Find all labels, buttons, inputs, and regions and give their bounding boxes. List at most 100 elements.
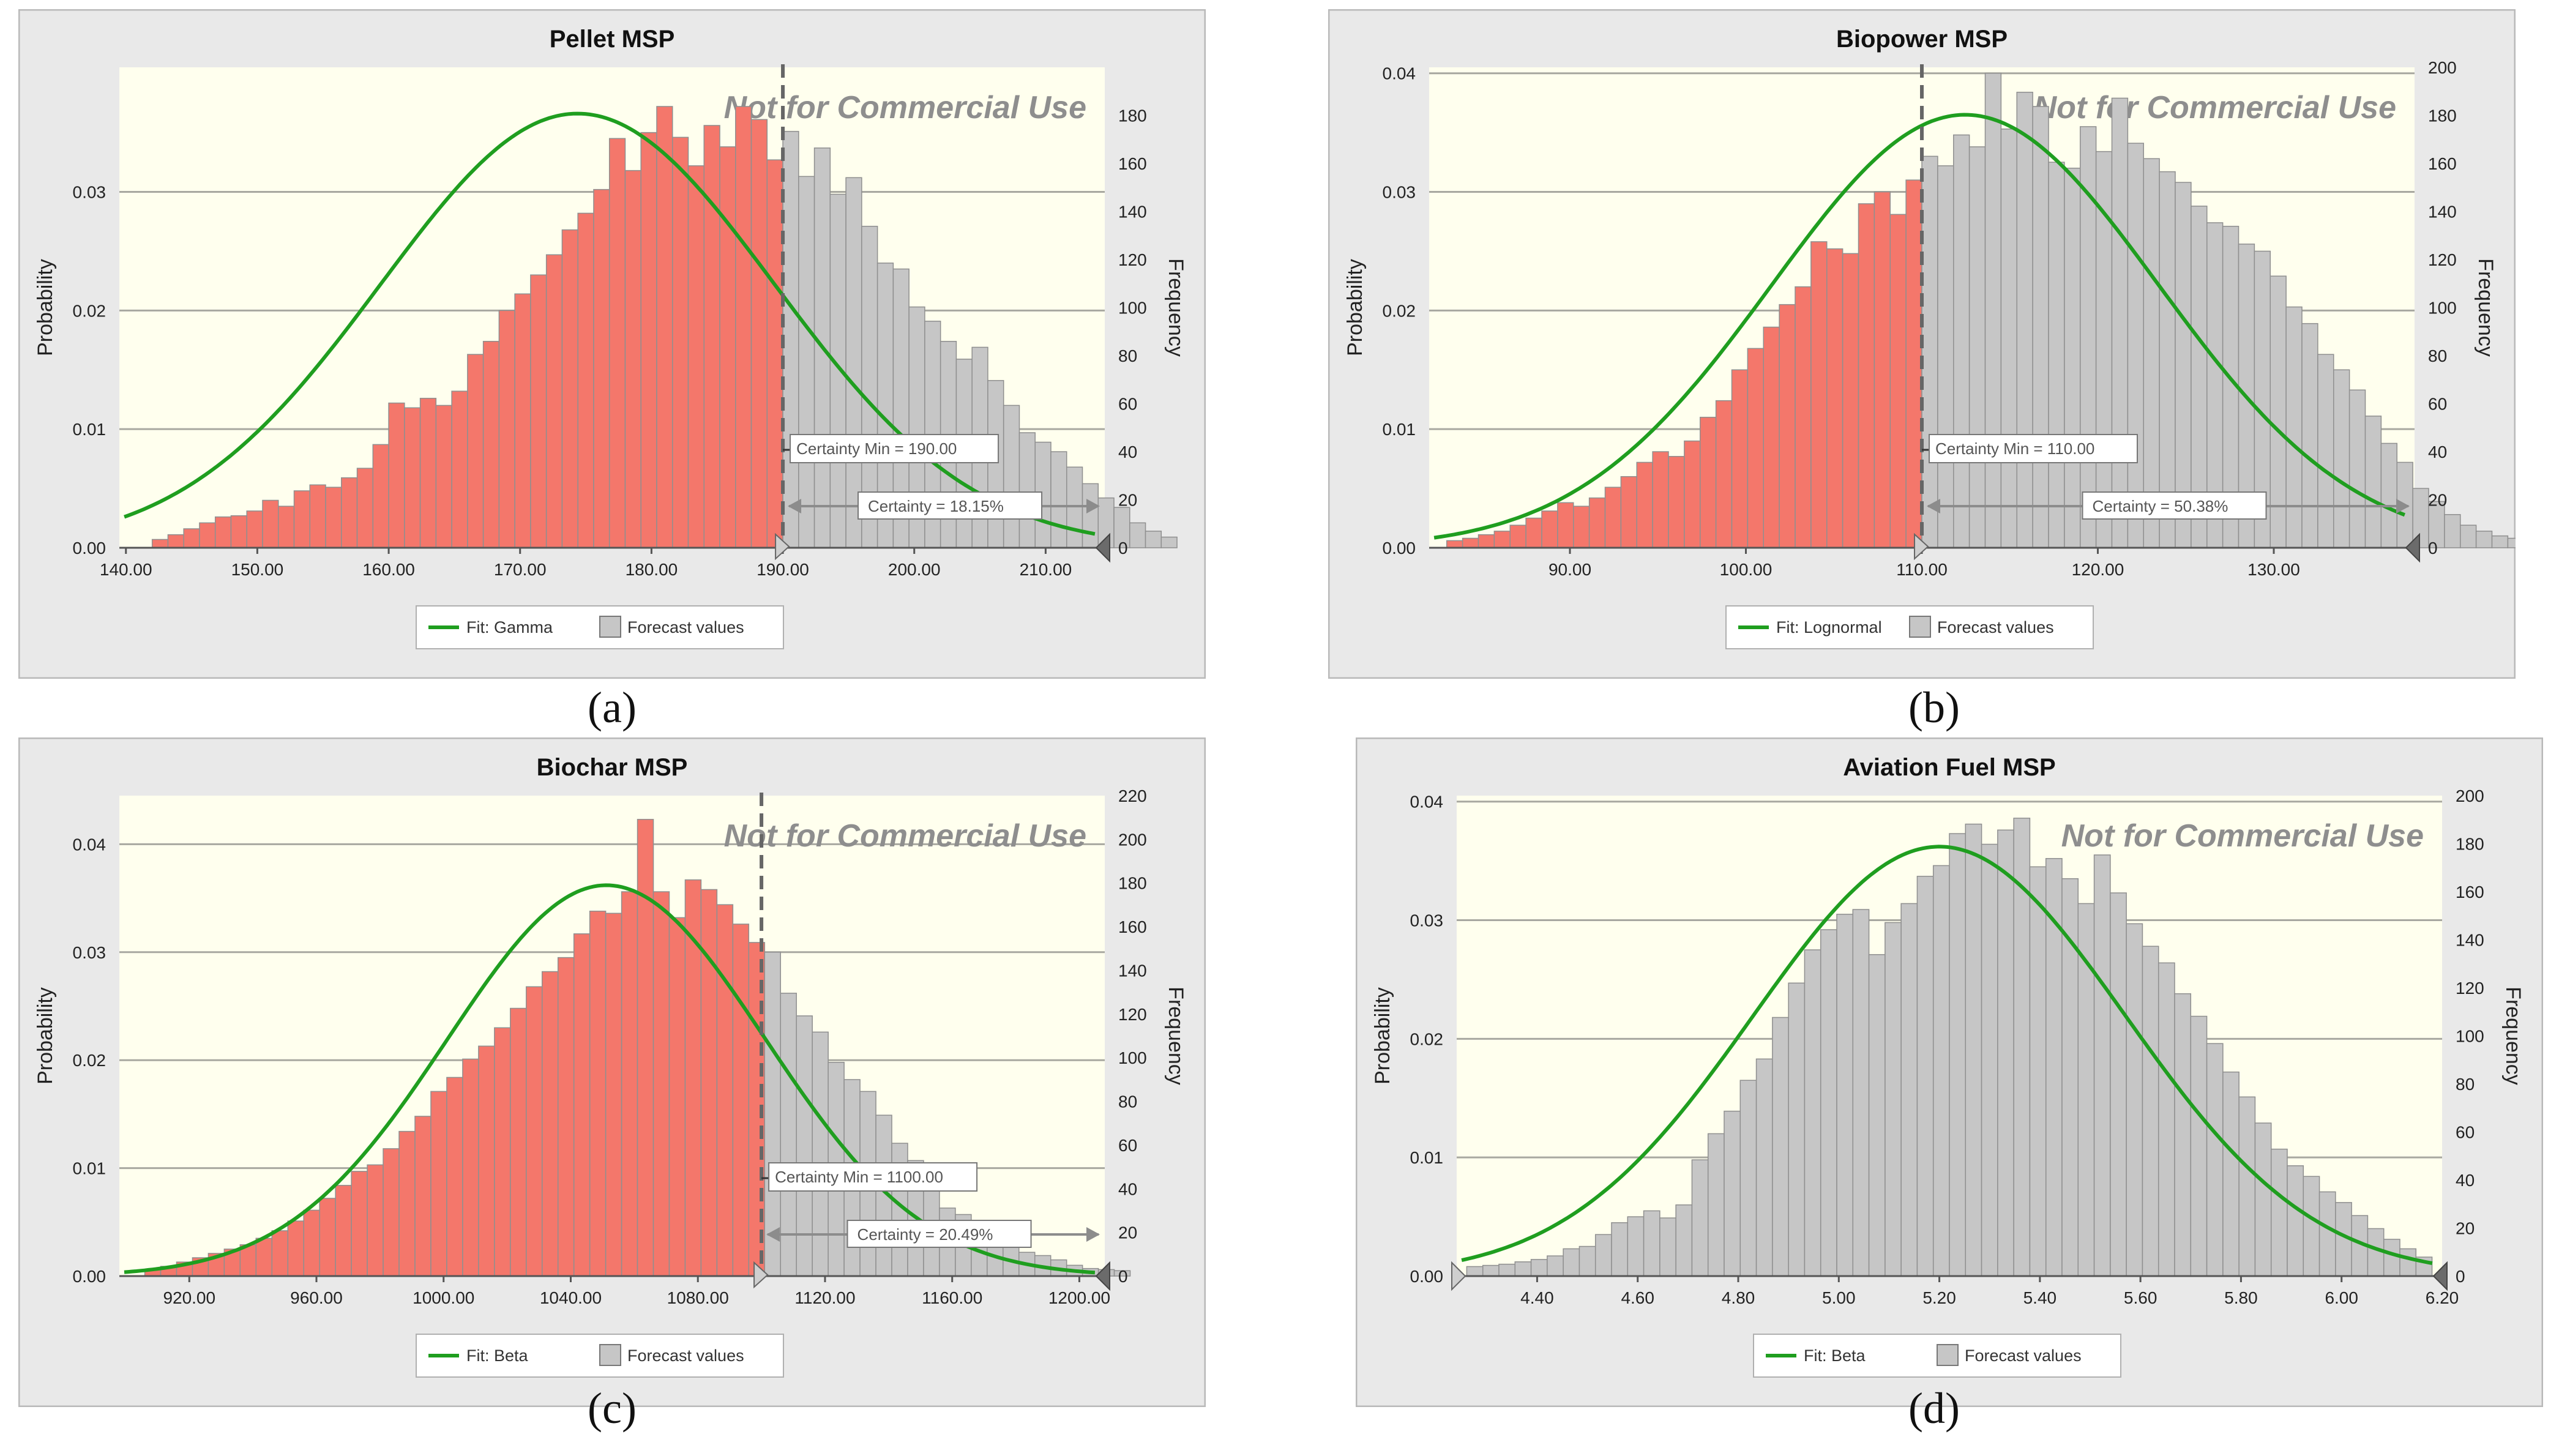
legend-box	[1725, 605, 2094, 649]
y2-tick-label: 200	[2456, 786, 2484, 805]
sublabel-c: (c)	[588, 1384, 637, 1433]
histogram-bar	[1113, 1270, 1131, 1277]
legend-forecast-swatch	[599, 1344, 621, 1366]
histogram-bar	[1627, 1216, 1645, 1277]
y2-tick-label: 100	[1118, 1048, 1147, 1067]
right-grabber-icon	[2432, 1261, 2448, 1291]
y-tick-label: 0.01	[1383, 420, 1416, 439]
certainty-box	[846, 1220, 1032, 1248]
y2-tick-label: 160	[1118, 154, 1147, 173]
y2-tick-label: 160	[1118, 917, 1147, 936]
certainty-min-label: Certainty Min = 1100.00	[775, 1168, 943, 1186]
histogram-bar	[764, 952, 782, 1277]
y2-tick-label: 60	[2428, 395, 2447, 414]
histogram-bar	[451, 390, 468, 548]
histogram-bar	[246, 510, 263, 548]
histogram-bar	[1700, 417, 1717, 548]
chart-svg-biochar: Biochar MSP Not for Commercial Use 920.00 9…	[18, 737, 1206, 1407]
y2-axis-title: Frequency	[2474, 258, 2497, 357]
sublabel-a: (a)	[588, 683, 637, 732]
y-tick-label: 0.04	[73, 835, 106, 854]
legend-forecast-label: Forecast values	[1937, 618, 2054, 637]
x-tick-label: 200.00	[888, 560, 941, 579]
histogram-bar	[593, 189, 610, 548]
histogram-bar	[1842, 253, 1859, 548]
x-tick-label: 90.00	[1548, 560, 1591, 579]
histogram-bar	[557, 957, 575, 1277]
x-tick-label: 170.00	[494, 560, 547, 579]
y-tick-label: 0.02	[73, 1051, 106, 1070]
histogram-bar	[2159, 171, 2176, 548]
histogram-bar	[2206, 1043, 2224, 1277]
certainty-min-label: Certainty Min = 190.00	[796, 439, 957, 458]
y2-tick-label: 100	[1118, 299, 1147, 318]
histogram-bar	[796, 1015, 813, 1277]
left-grabber-icon	[753, 1261, 769, 1289]
histogram-bar	[1852, 909, 1870, 1277]
left-arrowhead-icon	[1927, 499, 1940, 513]
histogram-bar	[1659, 1217, 1676, 1277]
y2-tick-label: 40	[2456, 1171, 2475, 1190]
y2-tick-label: 200	[1118, 830, 1147, 849]
histogram-bar	[577, 212, 594, 548]
histogram-bar	[1868, 954, 1886, 1277]
histogram-bar	[1921, 155, 1938, 548]
y2-tick-label: 120	[2428, 250, 2457, 269]
left-grabber-icon	[775, 532, 790, 561]
histogram-bar	[1636, 461, 1653, 548]
y2-tick-label: 0	[1118, 539, 1128, 558]
certainty-label: Certainty = 50.38%	[2093, 497, 2228, 515]
histogram-bar	[2285, 306, 2303, 548]
histogram-bar	[2254, 1122, 2272, 1277]
y2-tick-label: 20	[1118, 1223, 1137, 1242]
histogram-bar	[1675, 1204, 1693, 1277]
legend-forecast-label: Forecast values	[627, 618, 744, 637]
histogram-bar	[1573, 506, 1590, 548]
certainty-label: Certainty = 20.49%	[857, 1225, 993, 1244]
histogram-bar	[608, 138, 626, 548]
histogram-bar	[1905, 179, 1922, 548]
histogram-bar	[656, 106, 673, 548]
x-tick-label: 1040.00	[540, 1288, 602, 1307]
y2-tick-label: 160	[2456, 883, 2484, 902]
fit-curve	[1461, 845, 2433, 1265]
histogram-bar	[1820, 929, 1837, 1277]
x-tick-label: 960.00	[290, 1288, 343, 1307]
y2-tick-label: 100	[2428, 299, 2457, 318]
histogram-bar	[561, 229, 578, 548]
histogram-bar	[1810, 241, 1828, 548]
histogram-bar	[151, 539, 169, 548]
histogram-bar	[2016, 91, 2033, 548]
left-grabber-icon	[1451, 1261, 1466, 1291]
y2-tick-label: 60	[1118, 1136, 1137, 1155]
histogram-bar	[1715, 400, 1733, 548]
histogram-bar	[1968, 146, 1986, 548]
histogram-bar	[1563, 1248, 1580, 1277]
y2-tick-label: 140	[2456, 931, 2484, 950]
histogram-bar	[2174, 993, 2192, 1277]
certainty-min-box	[1929, 434, 2138, 463]
chart-svg-pellet: Pellet MSP Not for Commercial Use 140.00 15…	[18, 9, 1206, 679]
histogram-bar	[287, 1220, 304, 1277]
chart-panel-pellet: Pellet MSP Not for Commercial Use 140.00 15…	[18, 9, 1206, 679]
histogram-bar	[2460, 525, 2477, 548]
histogram-bar	[703, 125, 720, 548]
histogram-bar	[640, 132, 657, 548]
x-tick-label: 5.00	[1822, 1288, 1856, 1307]
certainty-label: Certainty = 18.15%	[868, 497, 1004, 515]
y-tick-label: 0.00	[1410, 1267, 1444, 1286]
histogram-bar	[1066, 466, 1083, 548]
y-tick-label: 0.04	[1383, 64, 1416, 83]
histogram-bar	[325, 487, 342, 548]
histogram-bar	[1747, 348, 1764, 548]
histogram-bar	[2444, 513, 2461, 548]
y2-tick-label: 140	[1118, 203, 1147, 222]
y2-axis-title: Frequency	[1164, 987, 1187, 1085]
histogram-bar	[404, 407, 421, 548]
histogram-bar	[1003, 405, 1020, 548]
right-grabber-icon	[1095, 532, 1110, 563]
y2-axis-title: Frequency	[1164, 258, 1187, 357]
watermark-text: Not for Commercial Use	[2061, 818, 2424, 854]
histogram-bar	[303, 1209, 320, 1277]
histogram-bar	[1643, 1210, 1661, 1277]
